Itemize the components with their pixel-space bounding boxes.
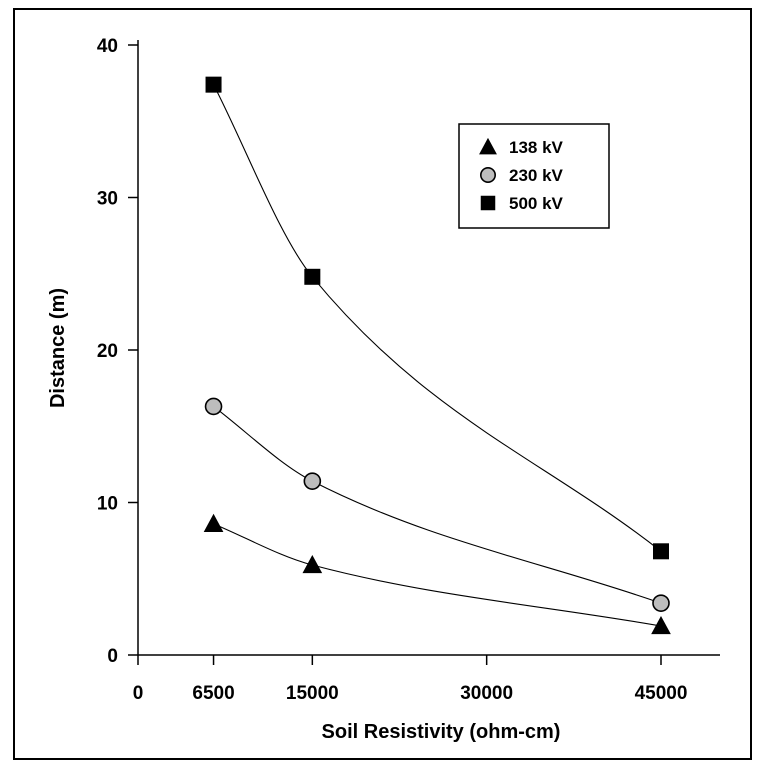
x-tick-label: 30000	[460, 683, 513, 704]
series-curves	[213, 84, 662, 627]
y-axis-title: Distance (m)	[47, 288, 69, 408]
legend-label-138-kv: 138 kV	[509, 138, 564, 157]
legend-marker-230-kv	[479, 167, 496, 184]
chart-frame	[13, 8, 752, 760]
y-tick-label: 10	[97, 494, 118, 515]
axes	[137, 40, 720, 656]
legend-marker-138-kv	[479, 137, 497, 155]
series-markers	[203, 76, 671, 635]
data-point-230-kv	[303, 472, 322, 490]
x-tick-label: 45000	[635, 683, 688, 704]
curve-500-kv	[213, 84, 662, 552]
data-point-138-kv	[651, 615, 671, 635]
y-tick-label: 30	[97, 189, 118, 210]
data-point-500-kv	[205, 76, 222, 93]
data-point-500-kv	[304, 268, 321, 285]
data-point-230-kv	[204, 397, 223, 416]
y-tick-label: 20	[97, 341, 118, 362]
legend-marker-500-kv	[480, 195, 496, 211]
y-tick-label: 40	[97, 36, 118, 57]
data-point-138-kv	[203, 513, 224, 532]
legend-label-230-kv: 230 kV	[509, 166, 564, 185]
legend-label-500-kv: 500 kV	[509, 194, 564, 213]
x-tick-label: 6500	[192, 683, 234, 704]
data-point-230-kv	[652, 594, 670, 612]
legend: 138 kV 230 kV 500 kV	[458, 123, 610, 229]
x-axis-title: Soil Resistivity (ohm-cm)	[322, 721, 561, 743]
y-tick-label: 0	[107, 646, 118, 667]
data-point-500-kv	[653, 543, 669, 560]
data-point-138-kv	[302, 554, 323, 574]
x-tick-label: 15000	[286, 683, 339, 704]
curve-230-kv	[213, 405, 662, 604]
x-tick-label: 0	[133, 683, 144, 704]
curve-138-kv	[213, 523, 662, 627]
ticks: 0 10 20 30 40 0 6500 15000 30000 45000	[97, 36, 688, 704]
